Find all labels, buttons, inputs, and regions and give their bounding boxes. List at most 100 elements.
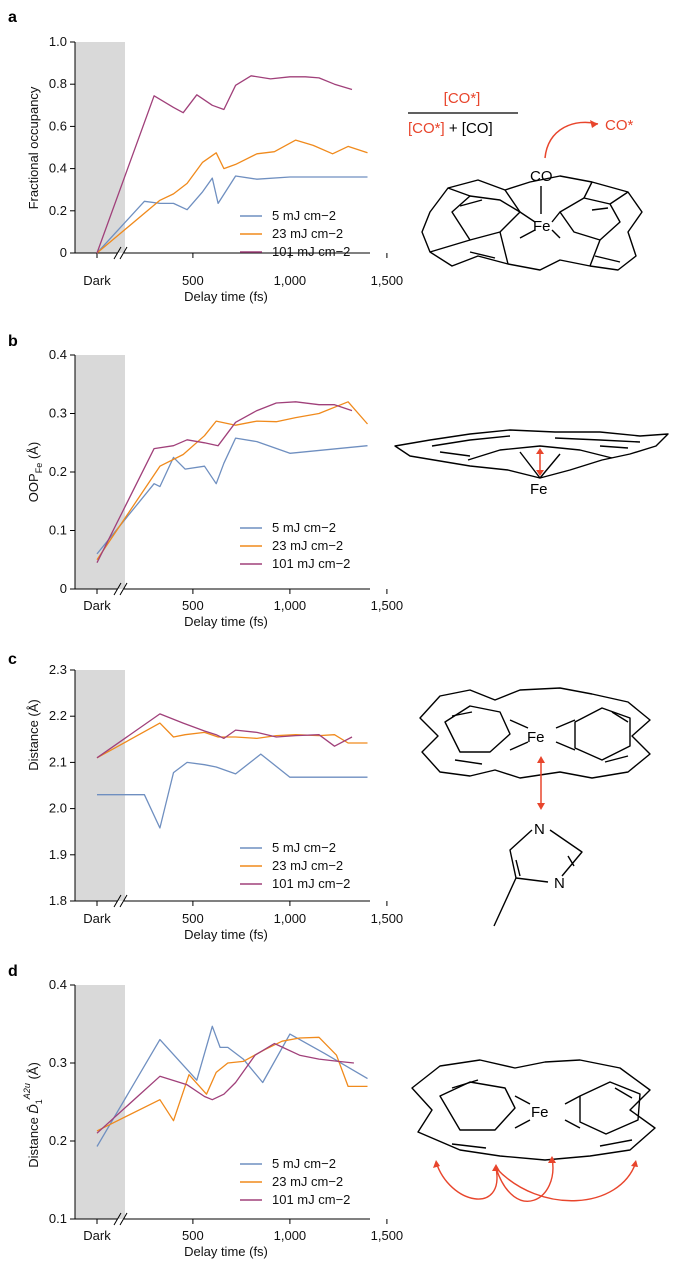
oop-arrowheads xyxy=(536,448,544,476)
diagram-b: Fe xyxy=(394,429,669,498)
legend-label: 5 mJ cm−2 xyxy=(272,520,336,535)
chart-a: 0 0.2 0.4 0.6 0.8 1.0 Dark 500 1,000 1,500 Delay t… xyxy=(49,34,403,304)
ylabel-b: OOPFe (Å) xyxy=(26,442,44,502)
x-axis-label: Delay time (fs) xyxy=(184,289,268,304)
y-tick-label: 0.2 xyxy=(49,203,67,218)
y-tick-label: 0.4 xyxy=(49,347,67,362)
diagram-d: Fe xyxy=(411,1059,656,1202)
x-tick-label: 500 xyxy=(182,911,204,926)
series-line-5mJ xyxy=(96,1025,368,1147)
y-tick-label: 2.1 xyxy=(49,754,67,769)
doming-mode-arrows xyxy=(435,1157,637,1202)
legend-label: 23 mJ cm−2 xyxy=(272,1174,343,1189)
dark-band xyxy=(75,42,125,253)
x-tick-label: Dark xyxy=(83,598,111,613)
x-tick-label: 1,000 xyxy=(274,1228,307,1243)
panel-label-d: d xyxy=(8,963,18,980)
x-tick-label: Dark xyxy=(83,911,111,926)
fe-label-b: Fe xyxy=(530,481,548,498)
x-tick-label: Dark xyxy=(83,273,111,288)
porphyrin-ring-d xyxy=(411,1059,656,1161)
y-tick-label: 0.4 xyxy=(49,977,67,992)
y-tick-label: 0.3 xyxy=(49,406,67,421)
release-arrowhead xyxy=(590,120,598,128)
x-tick-label: 1,500 xyxy=(371,1228,404,1243)
legend-label: 101 mJ cm−2 xyxy=(272,1192,350,1207)
x-tick-label: 1,000 xyxy=(274,911,307,926)
fraction-denominator: [CO*] + [CO] xyxy=(408,120,493,137)
series-line-5mJ xyxy=(97,753,368,829)
y-tick-label: 0.8 xyxy=(49,76,67,91)
series-line-101mJ xyxy=(96,75,353,254)
axis-break xyxy=(113,582,128,596)
legend-label: 23 mJ cm−2 xyxy=(272,858,343,873)
porphyrin-ring-a xyxy=(421,175,643,271)
chart-c: 1.8 1.9 2.0 2.1 2.2 2.3 Dark 500 1,000 1,500 Delay… xyxy=(49,662,403,942)
fe-label-a: Fe xyxy=(533,218,551,235)
porphyrin-dome xyxy=(394,429,669,479)
axis-break xyxy=(113,246,128,260)
series-line-5mJ xyxy=(96,175,368,254)
x-tick-label: 1,500 xyxy=(371,273,404,288)
legend-label: 23 mJ cm−2 xyxy=(272,538,343,553)
chart-d: 0.1 0.2 0.3 0.4 Dark 500 1,000 1,500 Delay time … xyxy=(49,977,403,1259)
x-tick-label: 500 xyxy=(182,273,204,288)
x-tick-label: 1,000 xyxy=(274,273,307,288)
y-tick-label: 0.3 xyxy=(49,1055,67,1070)
fe-label-c: Fe xyxy=(527,729,545,746)
x-axis-label: Delay time (fs) xyxy=(184,927,268,942)
y-tick-label: 2.3 xyxy=(49,662,67,677)
series-line-23mJ xyxy=(96,1036,368,1132)
series-line-101mJ xyxy=(96,713,353,759)
legend-label: 101 mJ cm−2 xyxy=(272,556,350,571)
dark-band xyxy=(75,985,125,1219)
series-line-23mJ xyxy=(96,139,368,254)
co-ligand-label: CO xyxy=(530,168,553,185)
legend-label: 5 mJ cm−2 xyxy=(272,1156,336,1171)
series-line-101mJ xyxy=(96,401,353,563)
release-arrow xyxy=(544,121,599,159)
x-tick-label: 1,500 xyxy=(371,911,404,926)
diagram-a: [CO*] [CO*] + [CO] CO* CO Fe xyxy=(408,90,643,271)
imidazole-n1-label: N xyxy=(534,821,545,838)
ylabel-c: Distance (Å) xyxy=(26,699,41,771)
imidazole-ring xyxy=(493,829,583,927)
x-axis-label: Delay time (fs) xyxy=(184,1244,268,1259)
series-line-23mJ xyxy=(96,401,368,561)
y-tick-label: 0.2 xyxy=(49,1133,67,1148)
dark-band xyxy=(75,355,125,589)
y-tick-label: 0.4 xyxy=(49,161,67,176)
x-tick-label: 1,000 xyxy=(274,598,307,613)
series-line-23mJ xyxy=(96,722,368,759)
released-co-label: CO* xyxy=(605,117,634,134)
y-tick-label: 1.8 xyxy=(49,893,67,908)
fe-label-d: Fe xyxy=(531,1104,549,1121)
legend-label: 101 mJ cm−2 xyxy=(272,876,350,891)
y-tick-label: 0.1 xyxy=(49,1211,67,1226)
legend-label: 5 mJ cm−2 xyxy=(272,208,336,223)
dark-band xyxy=(75,670,125,901)
y-tick-label: 1.9 xyxy=(49,847,67,862)
panel-label-c: c xyxy=(8,651,17,668)
series-line-101mJ xyxy=(96,1042,354,1134)
legend-label: 23 mJ cm−2 xyxy=(272,226,343,241)
fraction-numerator: [CO*] xyxy=(444,90,481,107)
y-tick-label: 1.0 xyxy=(49,34,67,49)
x-tick-label: 1,500 xyxy=(371,598,404,613)
series-line-5mJ xyxy=(96,437,368,555)
y-tick-label: 0 xyxy=(60,245,67,260)
ylabel-a: Fractional occupancy xyxy=(26,86,41,209)
y-tick-label: 2.0 xyxy=(49,801,67,816)
ylabel-d: Distance D̂1A2u (Å) xyxy=(22,1062,44,1168)
panel-label-a: a xyxy=(8,9,17,26)
x-tick-label: 500 xyxy=(182,598,204,613)
y-tick-label: 0.2 xyxy=(49,464,67,479)
y-tick-label: 0 xyxy=(60,581,67,596)
y-tick-label: 0.6 xyxy=(49,118,67,133)
doming-arrowheads xyxy=(433,1156,638,1171)
panel-label-b: b xyxy=(8,333,18,350)
legend-label: 101 mJ cm−2 xyxy=(272,244,350,259)
x-axis-label: Delay time (fs) xyxy=(184,614,268,629)
imidazole-n2-label: N xyxy=(554,875,565,892)
